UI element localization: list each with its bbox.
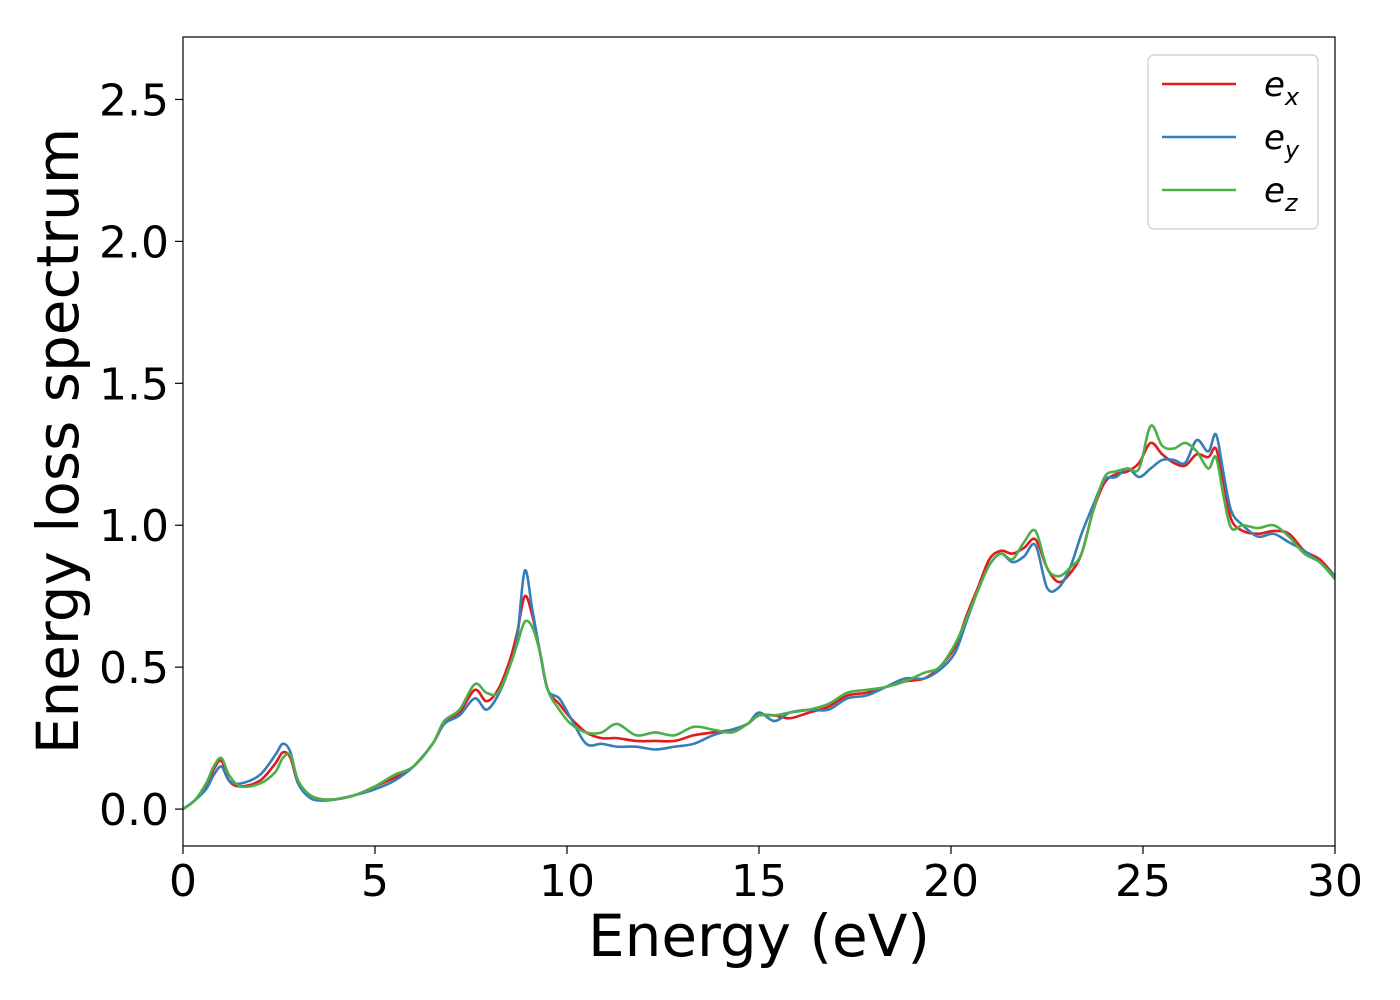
legend-label-subscript: z — [1284, 189, 1299, 217]
legend-label-z: ez — [1264, 171, 1299, 217]
legend-label-subscript: x — [1284, 83, 1300, 111]
y-tick-label: 0.0 — [99, 785, 169, 836]
legend-label-base: e — [1264, 65, 1285, 105]
y-tick-label: 1.0 — [99, 501, 169, 552]
legend-box — [1147, 54, 1319, 230]
series-layer — [183, 424, 1335, 811]
legend-label-base: e — [1264, 171, 1285, 211]
x-tick-label: 30 — [1307, 856, 1363, 907]
y-tick-label: 2.0 — [99, 217, 169, 268]
x-tick-label: 10 — [539, 856, 595, 907]
x-tick-label: 15 — [731, 856, 787, 907]
y-tick-label: 0.5 — [99, 643, 169, 694]
legend-label-y: ey — [1264, 118, 1300, 164]
x-axis-ticks: 0 5 10 15 20 25 30 — [169, 846, 1363, 907]
series-line-z — [183, 424, 1335, 811]
series-line-x — [183, 441, 1335, 811]
y-tick-label: 1.5 — [99, 359, 169, 410]
legend-label-subscript: y — [1284, 136, 1300, 164]
series-line-y — [183, 432, 1335, 811]
legend-label-x: ex — [1264, 65, 1300, 111]
y-tick-label: 2.5 — [99, 75, 169, 126]
y-axis-ticks: 0.0 0.5 1.0 1.5 2.0 2.5 — [99, 75, 183, 836]
y-axis-label: Energy loss spectrum — [24, 128, 92, 754]
x-tick-label: 0 — [169, 856, 197, 907]
x-tick-label: 25 — [1115, 856, 1171, 907]
x-tick-label: 5 — [361, 856, 389, 907]
x-tick-label: 20 — [923, 856, 979, 907]
x-axis-label: Energy (eV) — [588, 902, 930, 970]
legend-label-base: e — [1264, 118, 1285, 158]
